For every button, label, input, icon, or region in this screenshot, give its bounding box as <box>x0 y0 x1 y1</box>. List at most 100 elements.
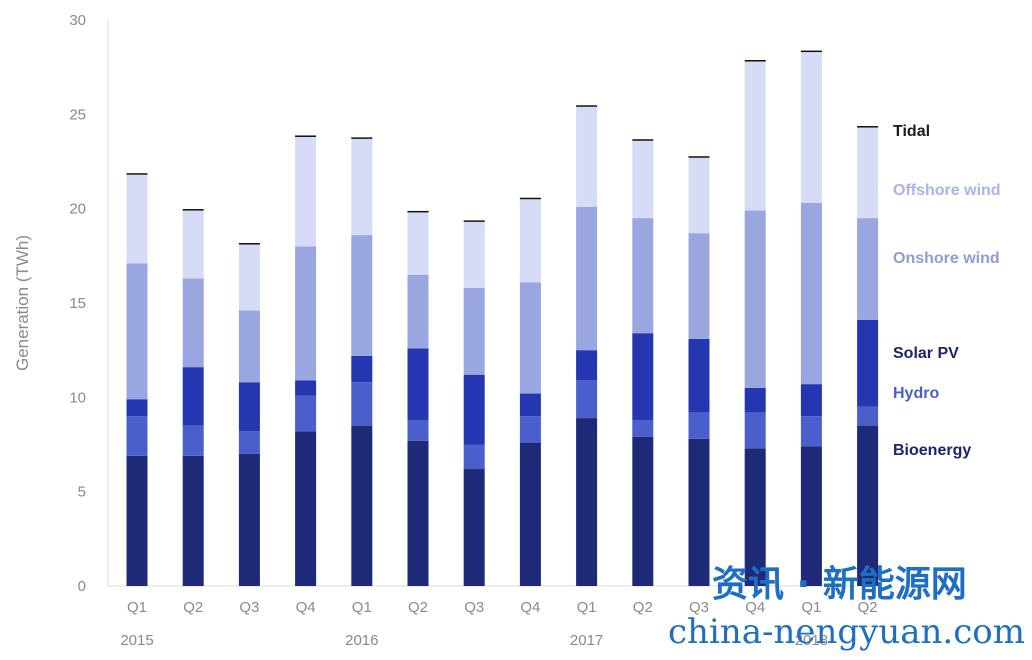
bar-segment-tidal <box>182 209 204 211</box>
bar-segment-hydro <box>744 412 766 449</box>
bar-segment-bioenergy <box>800 446 822 586</box>
bar-segment-solar-pv <box>407 348 429 420</box>
y-axis-title: Generation (TWh) <box>13 235 32 371</box>
bar-segment-tidal <box>519 197 541 200</box>
bar-segment-solar-pv <box>632 333 654 420</box>
bar-segment-solar-pv <box>126 399 148 417</box>
bar-segment-onshore-wind <box>407 274 429 349</box>
bar-segment-tidal <box>632 139 654 141</box>
bar-segment-onshore-wind <box>182 278 204 368</box>
bar-segment-tidal <box>126 173 148 175</box>
bars-group <box>126 50 879 586</box>
x-tick-label: Q1 <box>352 599 372 616</box>
bar-segment-offshore-wind <box>576 106 598 207</box>
bar-segment-onshore-wind <box>463 287 485 375</box>
x-tick-label: Q1 <box>127 599 147 616</box>
watermark-chinese: 资讯 · 新能源网 <box>712 564 967 605</box>
bar-segment-hydro <box>800 416 822 447</box>
bar-segment-bioenergy <box>295 431 317 586</box>
bar-segment-tidal <box>295 135 317 137</box>
bar-segment-hydro <box>857 406 879 426</box>
bar-segment-solar-pv <box>351 355 373 383</box>
bar-segment-offshore-wind <box>632 140 654 219</box>
x-year-label: 2015 <box>120 632 153 649</box>
bar-segment-solar-pv <box>857 319 879 407</box>
bar-segment-offshore-wind <box>126 174 148 264</box>
bar-segment-bioenergy <box>857 425 879 586</box>
bar-segment-bioenergy <box>126 455 148 586</box>
bar-segment-solar-pv <box>519 393 541 417</box>
legend-offshore-wind: Offshore wind <box>893 182 1001 199</box>
x-tick-label: Q2 <box>183 599 203 616</box>
y-tick-label: 20 <box>69 201 86 218</box>
bar-segment-offshore-wind <box>351 138 373 236</box>
y-tick-label: 15 <box>69 295 86 312</box>
legend-tidal: Tidal <box>893 123 930 140</box>
bar-segment-onshore-wind <box>576 206 598 351</box>
bar-segment-hydro <box>238 431 260 454</box>
bar-segment-hydro <box>126 416 148 456</box>
bar-segment-onshore-wind <box>238 310 260 383</box>
y-tick-label: 30 <box>69 12 86 29</box>
bar-segment-hydro <box>519 416 541 443</box>
y-tick-label: 25 <box>69 106 86 123</box>
x-tick-label: Q1 <box>801 599 821 616</box>
legend-solar-pv: Solar PV <box>893 345 959 362</box>
legend: Tidal Offshore wind Onshore wind Solar PV Hy… <box>893 123 1001 459</box>
bar-segment-hydro <box>407 419 429 441</box>
y-axis: 0 5 10 15 20 25 30 Generation (TWh) <box>13 12 880 595</box>
x-year-label: 2016 <box>345 632 378 649</box>
bar-segment-bioenergy <box>688 438 710 586</box>
bar-segment-hydro <box>182 425 204 456</box>
bar-segment-solar-pv <box>238 382 260 432</box>
bar-segment-offshore-wind <box>463 221 485 288</box>
bar-segment-offshore-wind <box>407 212 429 275</box>
bar-segment-solar-pv <box>688 338 710 413</box>
bar-segment-onshore-wind <box>857 218 879 320</box>
bar-segment-onshore-wind <box>126 263 148 400</box>
x-tick-label: Q3 <box>689 599 709 616</box>
bar-segment-offshore-wind <box>744 61 766 211</box>
bar-segment-tidal <box>351 137 373 139</box>
y-tick-label: 5 <box>78 484 86 501</box>
bar-segment-solar-pv <box>463 374 485 445</box>
bar-segment-tidal <box>463 220 485 222</box>
bar-segment-hydro <box>632 419 654 437</box>
bar-segment-onshore-wind <box>800 203 822 385</box>
x-tick-label: Q4 <box>745 599 765 616</box>
bar-segment-bioenergy <box>407 440 429 586</box>
x-year-label: 2018 <box>795 632 828 649</box>
bar-segment-onshore-wind <box>351 235 373 356</box>
bar-segment-onshore-wind <box>632 218 654 334</box>
bar-segment-solar-pv <box>800 384 822 417</box>
y-tick-label: 10 <box>69 389 86 406</box>
legend-hydro: Hydro <box>893 385 939 402</box>
bar-segment-bioenergy <box>463 469 485 586</box>
bar-segment-bioenergy <box>632 436 654 586</box>
x-tick-label: Q3 <box>464 599 484 616</box>
watermark: 资讯 · 新能源网 china-nengyuan.com <box>668 564 1025 652</box>
bar-segment-offshore-wind <box>800 52 822 204</box>
x-tick-label: Q3 <box>239 599 259 616</box>
bar-segment-tidal <box>238 243 260 245</box>
bar-segment-bioenergy <box>744 448 766 586</box>
bar-segment-offshore-wind <box>857 127 879 219</box>
bar-segment-offshore-wind <box>182 210 204 279</box>
bar-segment-tidal <box>744 60 766 62</box>
bar-segment-solar-pv <box>744 387 766 413</box>
bar-segment-offshore-wind <box>238 244 260 311</box>
bar-segment-hydro <box>688 412 710 439</box>
bar-segment-onshore-wind <box>519 282 541 394</box>
bar-segment-onshore-wind <box>744 210 766 388</box>
x-tick-label: Q4 <box>296 599 316 616</box>
bar-segment-bioenergy <box>238 453 260 586</box>
bar-segment-hydro <box>463 444 485 470</box>
bar-segment-tidal <box>576 105 598 107</box>
bar-segment-bioenergy <box>576 418 598 586</box>
bar-segment-solar-pv <box>576 350 598 381</box>
bar-segment-offshore-wind <box>519 199 541 283</box>
bar-segment-solar-pv <box>295 380 317 396</box>
bar-segment-hydro <box>295 395 317 432</box>
